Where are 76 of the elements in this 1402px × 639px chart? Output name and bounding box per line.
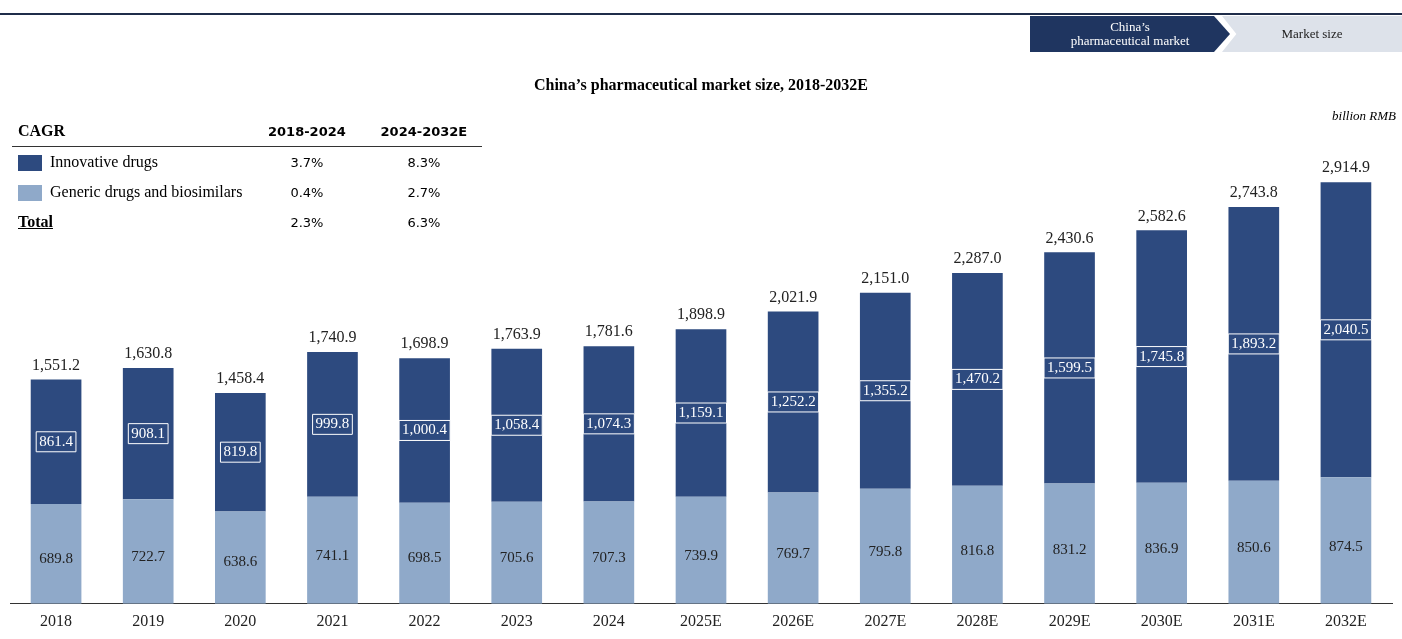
data-label: 769.7 [776, 544, 811, 561]
data-label: 874.5 [1329, 537, 1363, 554]
data-label: 1,599.5 [1047, 358, 1093, 375]
text: 2018-2024 [248, 116, 366, 147]
x-tick-label: 2028E [956, 611, 999, 629]
total-label: 1,781.6 [584, 322, 633, 340]
x-tick-label: 2026E [772, 611, 815, 629]
data-label: 819.8 [223, 443, 258, 460]
total-label: 1,763.9 [492, 324, 541, 342]
data-label: 816.8 [960, 541, 995, 558]
data-label: 741.1 [315, 546, 350, 563]
x-tick-label: 2019 [132, 611, 165, 629]
x-tick-label: 2029E [1048, 611, 1091, 629]
total-label: 1,698.9 [400, 334, 449, 352]
annotation: Total [18, 213, 53, 230]
total-label: 2,430.6 [1045, 228, 1094, 246]
legend-label: Innovative drugs [49, 152, 158, 170]
data-label: 908.1 [131, 424, 166, 441]
annotation: 2.7% [406, 183, 442, 202]
data-label: 831.2 [1052, 540, 1087, 557]
data-label: 1,745.8 [1139, 347, 1185, 364]
text: 2024-2032E [365, 116, 483, 147]
legend-label: Generic drugs and biosimilars [49, 182, 243, 200]
total-label: 2,287.0 [953, 249, 1002, 267]
text: 8.3% [406, 153, 442, 172]
data-label: 836.9 [1144, 540, 1179, 557]
x-tick-label: 2032E [1325, 611, 1367, 629]
text: billion RMB [1332, 108, 1396, 124]
data-label: 1,470.2 [954, 370, 1000, 387]
data-label: 739.9 [684, 546, 718, 563]
data-label: 1,159.1 [678, 403, 724, 420]
data-label: 850.6 [1236, 539, 1272, 556]
total-label: 1,898.9 [677, 305, 725, 323]
data-label: 2,040.5 [1323, 320, 1369, 337]
annotation: 2.3% [289, 213, 325, 232]
total-label: 2,021.9 [769, 287, 818, 305]
annotation: 6.3% [406, 213, 442, 232]
data-label: 1,058.4 [494, 416, 540, 433]
chart-title: China’s pharmaceutical market size, 2018-2032E [532, 76, 869, 94]
x-tick-label: 2018 [40, 611, 73, 629]
x-tick-label: 2030E [1140, 611, 1183, 629]
annotation: 0.4% [289, 183, 325, 202]
x-tick-label: 2031E [1232, 611, 1275, 629]
x-tick-label: 2023 [500, 611, 533, 629]
x-tick-label: 2022 [408, 611, 441, 629]
text: China’s pharmaceutical market [1030, 16, 1230, 52]
text: CAGR [12, 116, 249, 147]
total-label: 1,740.9 [308, 328, 357, 346]
x-tick-label: 2024 [592, 611, 625, 629]
data-label: 689.8 [39, 549, 73, 566]
x-tick-label: 2021 [316, 611, 349, 629]
total-label: 2,743.8 [1229, 183, 1278, 201]
data-label: 1,074.3 [586, 414, 632, 431]
text: 3.7% [289, 153, 325, 172]
data-label: 1,000.4 [402, 421, 448, 438]
data-label: 999.8 [315, 415, 350, 432]
data-label: 638.6 [223, 553, 258, 570]
total-label: 2,582.6 [1137, 206, 1186, 224]
data-label: 795.8 [868, 542, 903, 559]
total-label: 1,458.4 [216, 369, 265, 387]
text: Market size [1222, 16, 1402, 52]
total-label: 2,151.0 [861, 268, 910, 286]
data-label: 698.5 [407, 549, 442, 566]
total-label: 1,551.2 [32, 355, 81, 373]
x-tick-label: 2025E [680, 611, 722, 629]
x-tick-label: 2020 [224, 611, 257, 629]
data-label: 1,355.2 [862, 381, 908, 398]
data-label: 861.4 [39, 432, 74, 449]
x-tick-label: 2027E [864, 611, 907, 629]
total-label: 2,914.9 [1321, 158, 1370, 176]
data-label: 722.7 [131, 547, 166, 564]
total-label: 1,630.8 [124, 344, 173, 362]
data-label: 1,252.2 [770, 392, 816, 409]
data-label: 1,893.2 [1231, 334, 1277, 351]
data-label: 707.3 [591, 548, 626, 565]
data-label: 705.6 [499, 548, 535, 565]
